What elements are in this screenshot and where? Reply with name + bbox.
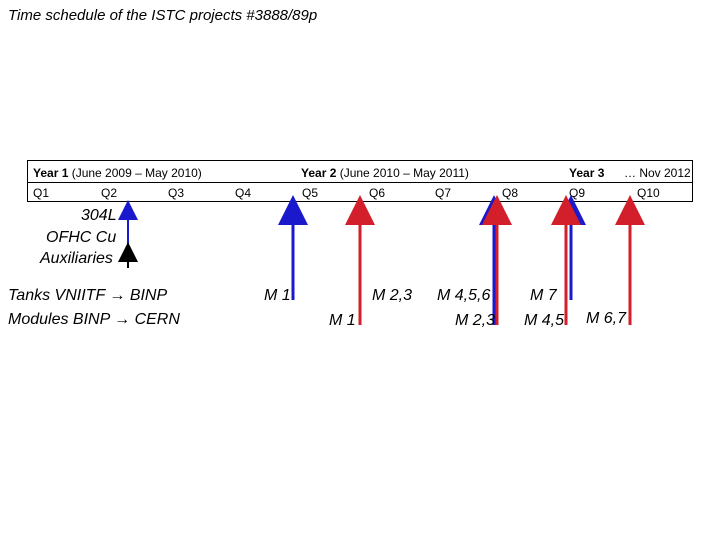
milestone-red-m1: M 1 [329, 312, 356, 329]
quarter-q3: Q3 [168, 186, 185, 200]
timeline-divider [27, 182, 693, 183]
milestone-red-m23-bottom: M 2,3 [455, 312, 496, 329]
year-2-header: Year 2 (June 2010 – May 2011) [301, 166, 469, 180]
quarter-q2: Q2 [101, 186, 118, 200]
milestone-red-m23: M 2,3 [372, 287, 413, 304]
year-3-header: Year 3 [569, 166, 605, 180]
page-title: Time schedule of the ISTC projects #3888… [8, 7, 318, 24]
milestone-red-m45: M 4,5 [524, 312, 565, 329]
quarter-q4: Q4 [235, 186, 252, 200]
milestone-red-m67: M 6,7 [586, 310, 627, 327]
flow-modules: Modules BINP → CERN [8, 311, 180, 328]
quarter-q1: Q1 [33, 186, 50, 200]
milestone-blue-m1: M 1 [264, 287, 291, 304]
end-date-header: … Nov 2012 [624, 166, 691, 180]
material-auxiliaries: Auxiliaries [40, 250, 113, 267]
flow-tanks: Tanks VNIITF → BINP [8, 287, 168, 304]
quarter-q7: Q7 [435, 186, 452, 200]
milestone-blue-m7: M 7 [530, 287, 557, 304]
year-1-header: Year 1 (June 2009 – May 2010) [33, 166, 202, 180]
milestone-blue-m456: M 4,5,6 [437, 287, 491, 304]
material-ofhc-cu: OFHC Cu [46, 229, 117, 246]
material-304l: 304L [81, 207, 117, 224]
